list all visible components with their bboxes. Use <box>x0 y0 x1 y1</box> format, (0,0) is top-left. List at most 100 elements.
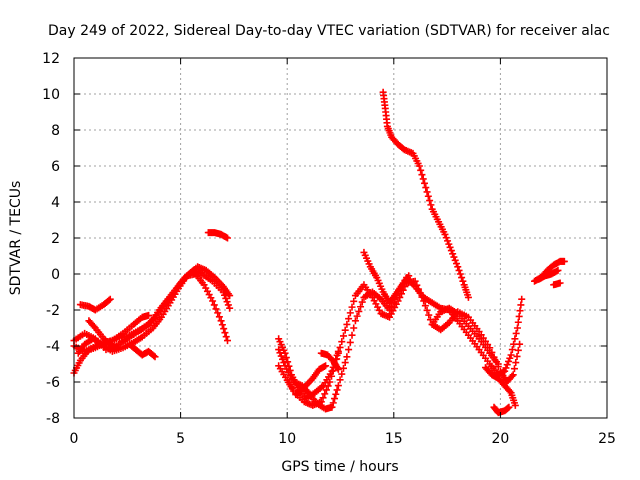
data-point-marker <box>445 240 453 248</box>
data-point-marker <box>459 277 467 285</box>
series-seg-k <box>275 277 524 409</box>
data-point-marker <box>507 351 515 359</box>
data-point-marker <box>516 340 524 348</box>
data-point-marker <box>220 325 228 333</box>
x-tick-label: 5 <box>176 431 185 447</box>
data-point-marker <box>418 293 426 301</box>
data-point-marker <box>333 386 341 394</box>
series-seg-t <box>535 266 562 283</box>
data-point-marker <box>417 166 425 174</box>
data-point-marker <box>334 364 342 372</box>
series-seg-e <box>76 295 114 314</box>
data-point-marker <box>494 360 502 368</box>
data-point-marker <box>509 371 517 379</box>
data-point-marker <box>106 295 114 303</box>
data-point-marker <box>348 331 356 339</box>
data-point-marker <box>451 256 459 264</box>
series-seg-l <box>292 362 330 399</box>
data-point-marker <box>338 370 346 378</box>
data-point-marker <box>222 294 230 302</box>
data-point-marker <box>115 344 123 352</box>
data-point-marker <box>210 301 218 309</box>
data-point-marker <box>415 285 423 293</box>
series-seg-f <box>85 317 123 352</box>
data-point-marker <box>420 297 428 305</box>
data-point-marker <box>341 359 349 367</box>
data-point-marker <box>425 311 433 319</box>
data-point-marker <box>222 333 230 341</box>
data-point-marker <box>215 313 223 321</box>
data-point-marker <box>280 359 288 367</box>
series-seg-d <box>74 270 232 357</box>
data-point-marker <box>512 359 520 367</box>
data-point-marker <box>224 337 232 345</box>
data-point-marker <box>223 298 231 306</box>
data-point-marker <box>350 324 358 332</box>
data-point-marker <box>444 237 452 245</box>
data-point-marker <box>560 257 568 265</box>
series-seg-m <box>317 349 342 373</box>
data-point-marker <box>214 309 222 317</box>
data-point-marker <box>341 326 349 334</box>
data-point-marker <box>303 387 311 395</box>
y-tick-label: 12 <box>42 51 60 67</box>
data-point-marker <box>343 320 351 328</box>
y-tick-label: 6 <box>51 159 60 175</box>
data-point-marker <box>464 293 472 301</box>
data-point-marker <box>421 179 429 187</box>
data-point-marker <box>224 234 232 242</box>
data-point-marker <box>212 305 220 313</box>
data-point-marker <box>422 184 430 192</box>
data-point-marker <box>336 376 344 384</box>
data-point-marker <box>416 289 424 297</box>
data-point-marker <box>105 296 113 304</box>
data-point-marker <box>510 340 518 348</box>
series-seg-q <box>481 364 519 409</box>
data-point-marker <box>506 387 514 395</box>
data-point-marker <box>319 394 327 402</box>
data-point-marker <box>331 395 339 403</box>
data-point-marker <box>217 317 225 325</box>
y-tick-label: -2 <box>46 303 60 319</box>
data-point-marker <box>503 361 511 369</box>
data-point-marker <box>326 378 334 386</box>
data-point-marker <box>338 338 346 346</box>
data-point-marker <box>518 295 526 303</box>
data-point-marker <box>508 346 516 354</box>
data-point-marker <box>336 343 344 351</box>
data-point-marker <box>517 301 525 309</box>
data-point-marker <box>452 260 460 268</box>
data-point-marker <box>209 297 217 305</box>
data-point-marker <box>396 293 404 301</box>
data-point-marker <box>351 317 359 325</box>
data-point-marker <box>339 332 347 340</box>
data-point-marker <box>505 403 513 411</box>
data-point-marker <box>329 366 337 374</box>
series-seg-p <box>428 304 502 368</box>
data-point-marker <box>226 292 234 300</box>
data-point-marker <box>442 234 450 242</box>
data-series <box>70 88 568 417</box>
data-point-marker <box>350 297 358 305</box>
data-point-marker <box>441 230 449 238</box>
data-point-marker <box>275 346 283 354</box>
x-tick-label: 20 <box>491 431 509 447</box>
data-point-marker <box>421 302 429 310</box>
data-point-marker <box>394 297 402 305</box>
x-tick-label: 15 <box>385 431 403 447</box>
data-point-marker <box>411 277 419 285</box>
y-tick-labels: -8 -6 -4 -2 0 2 4 6 8 10 12 <box>42 51 60 427</box>
data-point-marker <box>423 188 431 196</box>
data-point-marker <box>357 303 365 311</box>
x-tick-label: 0 <box>70 431 79 447</box>
data-point-marker <box>329 399 337 407</box>
x-tick-label: 25 <box>598 431 616 447</box>
data-point-marker <box>324 382 332 390</box>
chart-title: Day 249 of 2022, Sidereal Day-to-day VTE… <box>48 23 610 39</box>
axis-ticks <box>73 57 608 419</box>
data-point-marker <box>150 352 158 360</box>
y-tick-label: 10 <box>42 87 60 103</box>
x-tick-label: 10 <box>278 431 296 447</box>
data-point-marker <box>145 311 153 319</box>
